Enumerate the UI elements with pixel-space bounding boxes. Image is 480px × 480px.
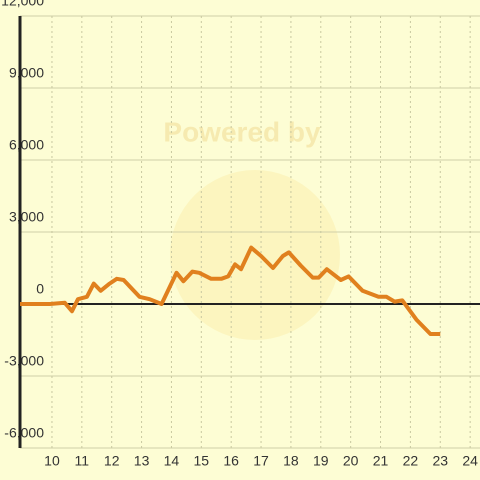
y-tick-label: 9,000 — [9, 65, 44, 81]
x-tick-label: 10 — [44, 453, 60, 469]
x-tick-label: 14 — [164, 453, 180, 469]
x-tick-label: 23 — [432, 453, 448, 469]
watermark-logo — [170, 170, 340, 340]
x-tick-label: 17 — [253, 453, 269, 469]
y-tick-label: -6,000 — [4, 425, 44, 441]
x-tick-label: 13 — [134, 453, 150, 469]
x-tick-label: 19 — [313, 453, 329, 469]
x-tick-label: 18 — [283, 453, 299, 469]
y-tick-label: 6,000 — [9, 137, 44, 153]
x-tick-label: 21 — [373, 453, 389, 469]
x-tick-label: 22 — [403, 453, 419, 469]
y-tick-label: 0 — [36, 281, 44, 297]
watermark: Powered by — [163, 116, 321, 147]
x-tick-label: 11 — [75, 453, 90, 469]
y-tick-label: -3,000 — [4, 353, 44, 369]
line — [20, 245, 441, 336]
y-tick-label: 3,000 — [9, 209, 44, 225]
x-tick-label: 24 — [462, 453, 478, 469]
x-tick-label: 15 — [194, 453, 210, 469]
x-tick-label: 20 — [343, 453, 359, 469]
y-tick-label: 12,000 — [1, 0, 44, 9]
x-tick-label: 12 — [104, 453, 120, 469]
x-tick-label: 16 — [223, 453, 239, 469]
